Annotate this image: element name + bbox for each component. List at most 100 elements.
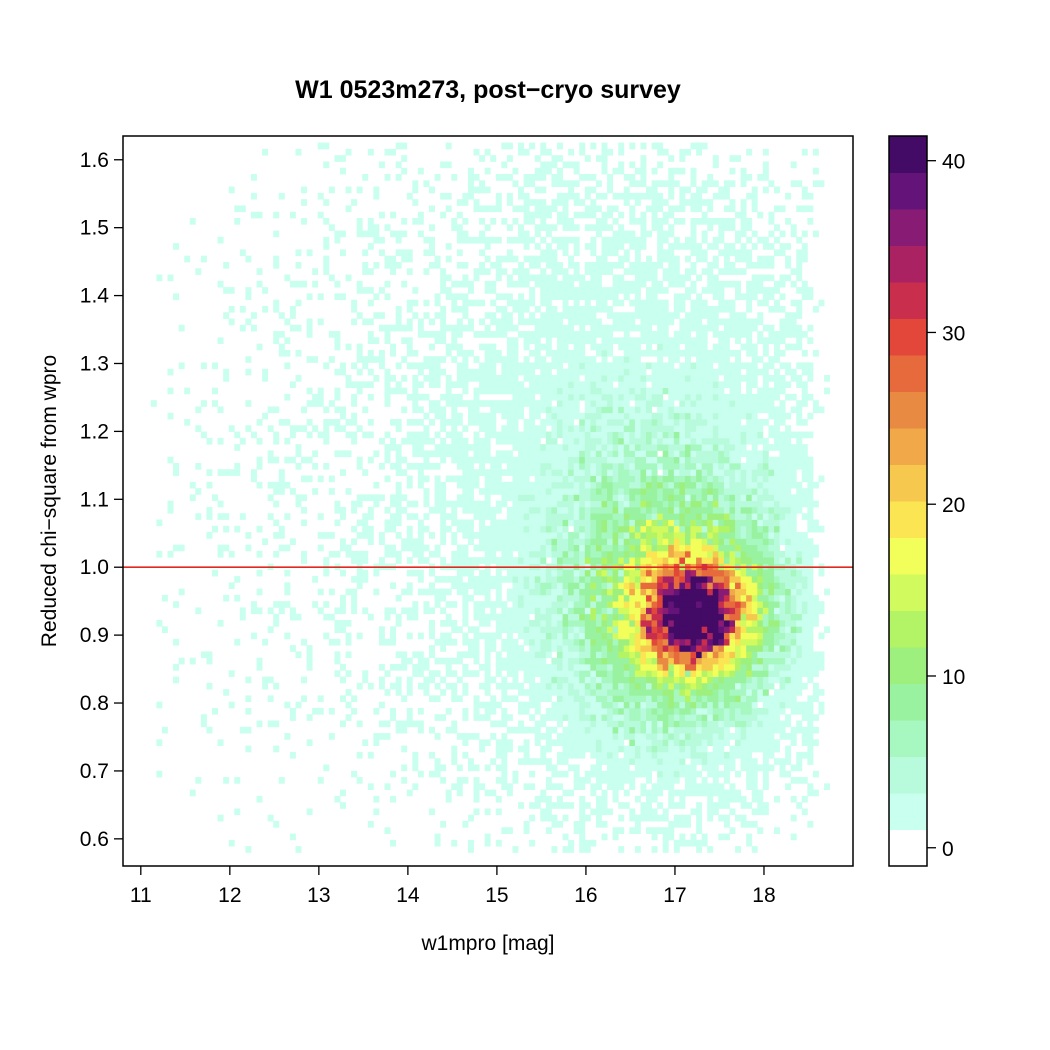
heatmap-cell [506,594,513,602]
heatmap-cell [556,620,563,627]
heatmap-cell [334,620,341,627]
heatmap-cell [595,305,602,313]
heatmap-cell [579,645,586,652]
heatmap-cell [451,400,458,407]
heatmap-cell [440,161,447,169]
heatmap-cell [473,670,480,677]
heatmap-cell [484,833,491,841]
heatmap-cell [668,758,675,765]
heatmap-cell [662,707,669,715]
heatmap-cell [590,456,597,464]
heatmap-cell [701,469,708,476]
heatmap-cell [629,362,636,370]
heatmap-cell [646,456,652,464]
heatmap-cell [351,695,358,703]
heatmap-cell [562,707,569,715]
heatmap-cell [484,349,491,357]
heatmap-cell [696,582,703,589]
heatmap-cell [223,513,230,520]
heatmap-cell [406,789,413,797]
heatmap-cell [618,381,625,388]
heatmap-cell [595,506,602,514]
heatmap-cell [634,557,641,564]
heatmap-cell [690,720,697,728]
heatmap-cell [623,594,630,602]
heatmap-cell [373,569,380,577]
heatmap-cell [568,714,575,721]
heatmap-cell [651,544,658,552]
heatmap-cell [696,689,703,696]
heatmap-cell [657,236,664,244]
heatmap-cell [423,525,430,533]
heatmap-cell [668,550,675,558]
heatmap-cell [618,525,625,533]
heatmap-cell [506,337,513,345]
heatmap-cell [595,192,602,200]
heatmap-cell [317,318,324,326]
heatmap-cell [673,299,680,307]
heatmap-cell [362,381,369,388]
heatmap-cell [495,305,502,313]
heatmap-cell [607,469,614,476]
heatmap-cell [417,211,424,219]
heatmap-cell [696,387,703,395]
heatmap-cell [378,682,385,690]
heatmap-cell [646,425,652,432]
heatmap-cell [495,739,502,747]
heatmap-cell [540,280,547,288]
heatmap-cell [573,500,580,508]
heatmap-cell [679,557,686,564]
heatmap-cell [690,224,697,231]
heatmap-cell [523,425,530,432]
heatmap-cell [707,808,714,816]
heatmap-cell [523,513,530,520]
heatmap-cell [701,582,708,589]
heatmap-cell [467,406,474,414]
heatmap-cell [518,236,525,244]
heatmap-cell [640,513,647,520]
heatmap-cell [367,337,374,345]
heatmap-cell [601,833,608,841]
heatmap-cell [568,519,575,527]
heatmap-cell [690,494,697,502]
heatmap-cell [590,638,597,646]
heatmap-cell [534,349,541,357]
heatmap-cell [529,349,536,357]
heatmap-cell [579,280,586,288]
heatmap-cell [250,601,257,608]
heatmap-cell [629,230,636,238]
heatmap-cell [584,620,591,627]
heatmap-cell [412,663,419,671]
heatmap-cell [573,594,580,602]
heatmap-cell [640,349,647,357]
heatmap-cell [568,594,575,602]
heatmap-cell [518,462,525,470]
chart-title: W1 0523m273, post−cryo survey [295,76,681,104]
heatmap-cell [545,431,552,439]
heatmap-cell [562,192,569,200]
heatmap-cell [562,393,569,401]
heatmap-cell [684,576,691,583]
heatmap-cell [545,161,552,169]
heatmap-cell [673,356,680,363]
heatmap-cell [562,337,569,345]
heatmap-cell [601,393,608,401]
heatmap-cell [423,180,430,187]
heatmap-cell [228,550,235,558]
heatmap-cell [651,393,658,401]
heatmap-cell [334,626,341,633]
heatmap-cell [640,312,647,319]
heatmap-cell [529,312,536,319]
heatmap-cell [634,287,641,294]
heatmap-cell [534,525,541,533]
heatmap-cell [540,218,547,225]
heatmap-cell [707,739,714,747]
heatmap-cell [512,349,519,357]
heatmap-cell [673,419,680,426]
heatmap-cell [668,538,675,546]
heatmap-cell [679,318,686,326]
heatmap-cell [618,488,625,495]
heatmap-cell [495,544,502,552]
heatmap-cell [701,632,708,640]
heatmap-cell [595,569,602,577]
